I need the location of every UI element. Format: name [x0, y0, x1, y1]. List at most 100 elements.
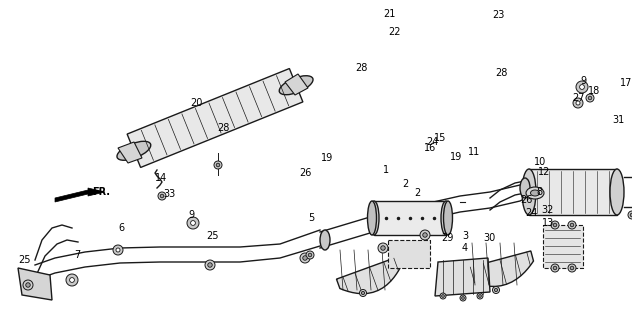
- Text: 4: 4: [462, 243, 468, 253]
- Polygon shape: [463, 251, 533, 286]
- Circle shape: [308, 253, 312, 257]
- Ellipse shape: [520, 178, 530, 198]
- Ellipse shape: [320, 230, 330, 250]
- Circle shape: [214, 161, 222, 169]
- Text: 14: 14: [155, 173, 167, 183]
- Circle shape: [216, 163, 220, 167]
- Text: 24: 24: [525, 208, 537, 218]
- Circle shape: [440, 293, 446, 299]
- Text: 13: 13: [542, 218, 554, 228]
- Circle shape: [568, 221, 576, 229]
- Circle shape: [586, 94, 594, 102]
- Circle shape: [553, 223, 557, 227]
- Polygon shape: [127, 68, 303, 167]
- Circle shape: [423, 233, 427, 237]
- Circle shape: [588, 96, 592, 100]
- Circle shape: [380, 246, 386, 250]
- Text: 28: 28: [355, 63, 367, 73]
- Text: 10: 10: [534, 157, 546, 167]
- Circle shape: [66, 274, 78, 286]
- Ellipse shape: [367, 201, 377, 235]
- Circle shape: [461, 297, 465, 299]
- Circle shape: [568, 264, 576, 272]
- Circle shape: [478, 295, 482, 297]
- Polygon shape: [435, 258, 490, 296]
- Circle shape: [303, 256, 307, 260]
- Circle shape: [570, 266, 574, 270]
- Text: 12: 12: [538, 167, 550, 177]
- Text: 18: 18: [588, 86, 600, 96]
- Circle shape: [570, 223, 574, 227]
- Circle shape: [187, 217, 199, 229]
- Text: 20: 20: [190, 98, 202, 108]
- Text: 23: 23: [492, 10, 504, 20]
- Circle shape: [300, 253, 310, 263]
- Polygon shape: [388, 240, 430, 268]
- Text: 2: 2: [414, 188, 420, 198]
- Ellipse shape: [526, 187, 544, 199]
- Circle shape: [306, 251, 314, 259]
- Circle shape: [576, 81, 588, 93]
- Circle shape: [630, 213, 632, 217]
- Text: 29: 29: [441, 233, 453, 243]
- Circle shape: [205, 260, 215, 270]
- Text: 9: 9: [580, 76, 586, 86]
- Text: 25: 25: [206, 231, 219, 241]
- Text: 31: 31: [612, 115, 624, 125]
- Circle shape: [158, 192, 166, 200]
- Text: 2: 2: [402, 179, 408, 189]
- Circle shape: [551, 264, 559, 272]
- Polygon shape: [285, 74, 308, 95]
- Text: 8: 8: [536, 187, 542, 197]
- Text: 30: 30: [483, 233, 495, 243]
- Ellipse shape: [369, 201, 379, 235]
- Text: 28: 28: [495, 68, 507, 78]
- Circle shape: [70, 277, 75, 282]
- Circle shape: [160, 194, 164, 198]
- Circle shape: [420, 230, 430, 240]
- Text: 32: 32: [541, 205, 554, 215]
- Text: FR.: FR.: [92, 187, 110, 197]
- Text: 17: 17: [620, 78, 632, 88]
- Circle shape: [26, 283, 30, 287]
- Ellipse shape: [279, 76, 313, 95]
- Circle shape: [378, 243, 388, 253]
- Text: 28: 28: [217, 123, 229, 133]
- Circle shape: [551, 221, 559, 229]
- Circle shape: [191, 220, 195, 225]
- Text: 5: 5: [308, 213, 314, 223]
- Circle shape: [360, 290, 367, 297]
- Circle shape: [362, 292, 365, 295]
- Text: 19: 19: [321, 153, 333, 163]
- Polygon shape: [336, 257, 401, 294]
- Text: 24: 24: [426, 137, 439, 147]
- Text: 9: 9: [188, 210, 194, 220]
- Text: 22: 22: [388, 27, 401, 37]
- Circle shape: [442, 295, 444, 297]
- Text: 15: 15: [434, 133, 446, 143]
- Circle shape: [492, 286, 499, 293]
- Text: 27: 27: [572, 93, 585, 103]
- Polygon shape: [374, 201, 446, 235]
- Text: 19: 19: [450, 152, 462, 162]
- Ellipse shape: [444, 201, 453, 235]
- Text: 3: 3: [462, 231, 468, 241]
- Polygon shape: [18, 268, 52, 300]
- Circle shape: [580, 84, 585, 89]
- Ellipse shape: [441, 201, 451, 235]
- Ellipse shape: [522, 169, 536, 215]
- Circle shape: [23, 280, 33, 290]
- Circle shape: [116, 248, 120, 252]
- Circle shape: [477, 293, 483, 299]
- Text: 25: 25: [18, 255, 30, 265]
- Text: 26: 26: [299, 168, 312, 178]
- Polygon shape: [529, 169, 617, 215]
- Ellipse shape: [117, 141, 151, 160]
- Text: 33: 33: [163, 189, 175, 199]
- Text: 26: 26: [520, 195, 532, 205]
- Circle shape: [553, 266, 557, 270]
- Circle shape: [460, 295, 466, 301]
- Circle shape: [113, 245, 123, 255]
- Circle shape: [573, 98, 583, 108]
- Ellipse shape: [610, 169, 624, 215]
